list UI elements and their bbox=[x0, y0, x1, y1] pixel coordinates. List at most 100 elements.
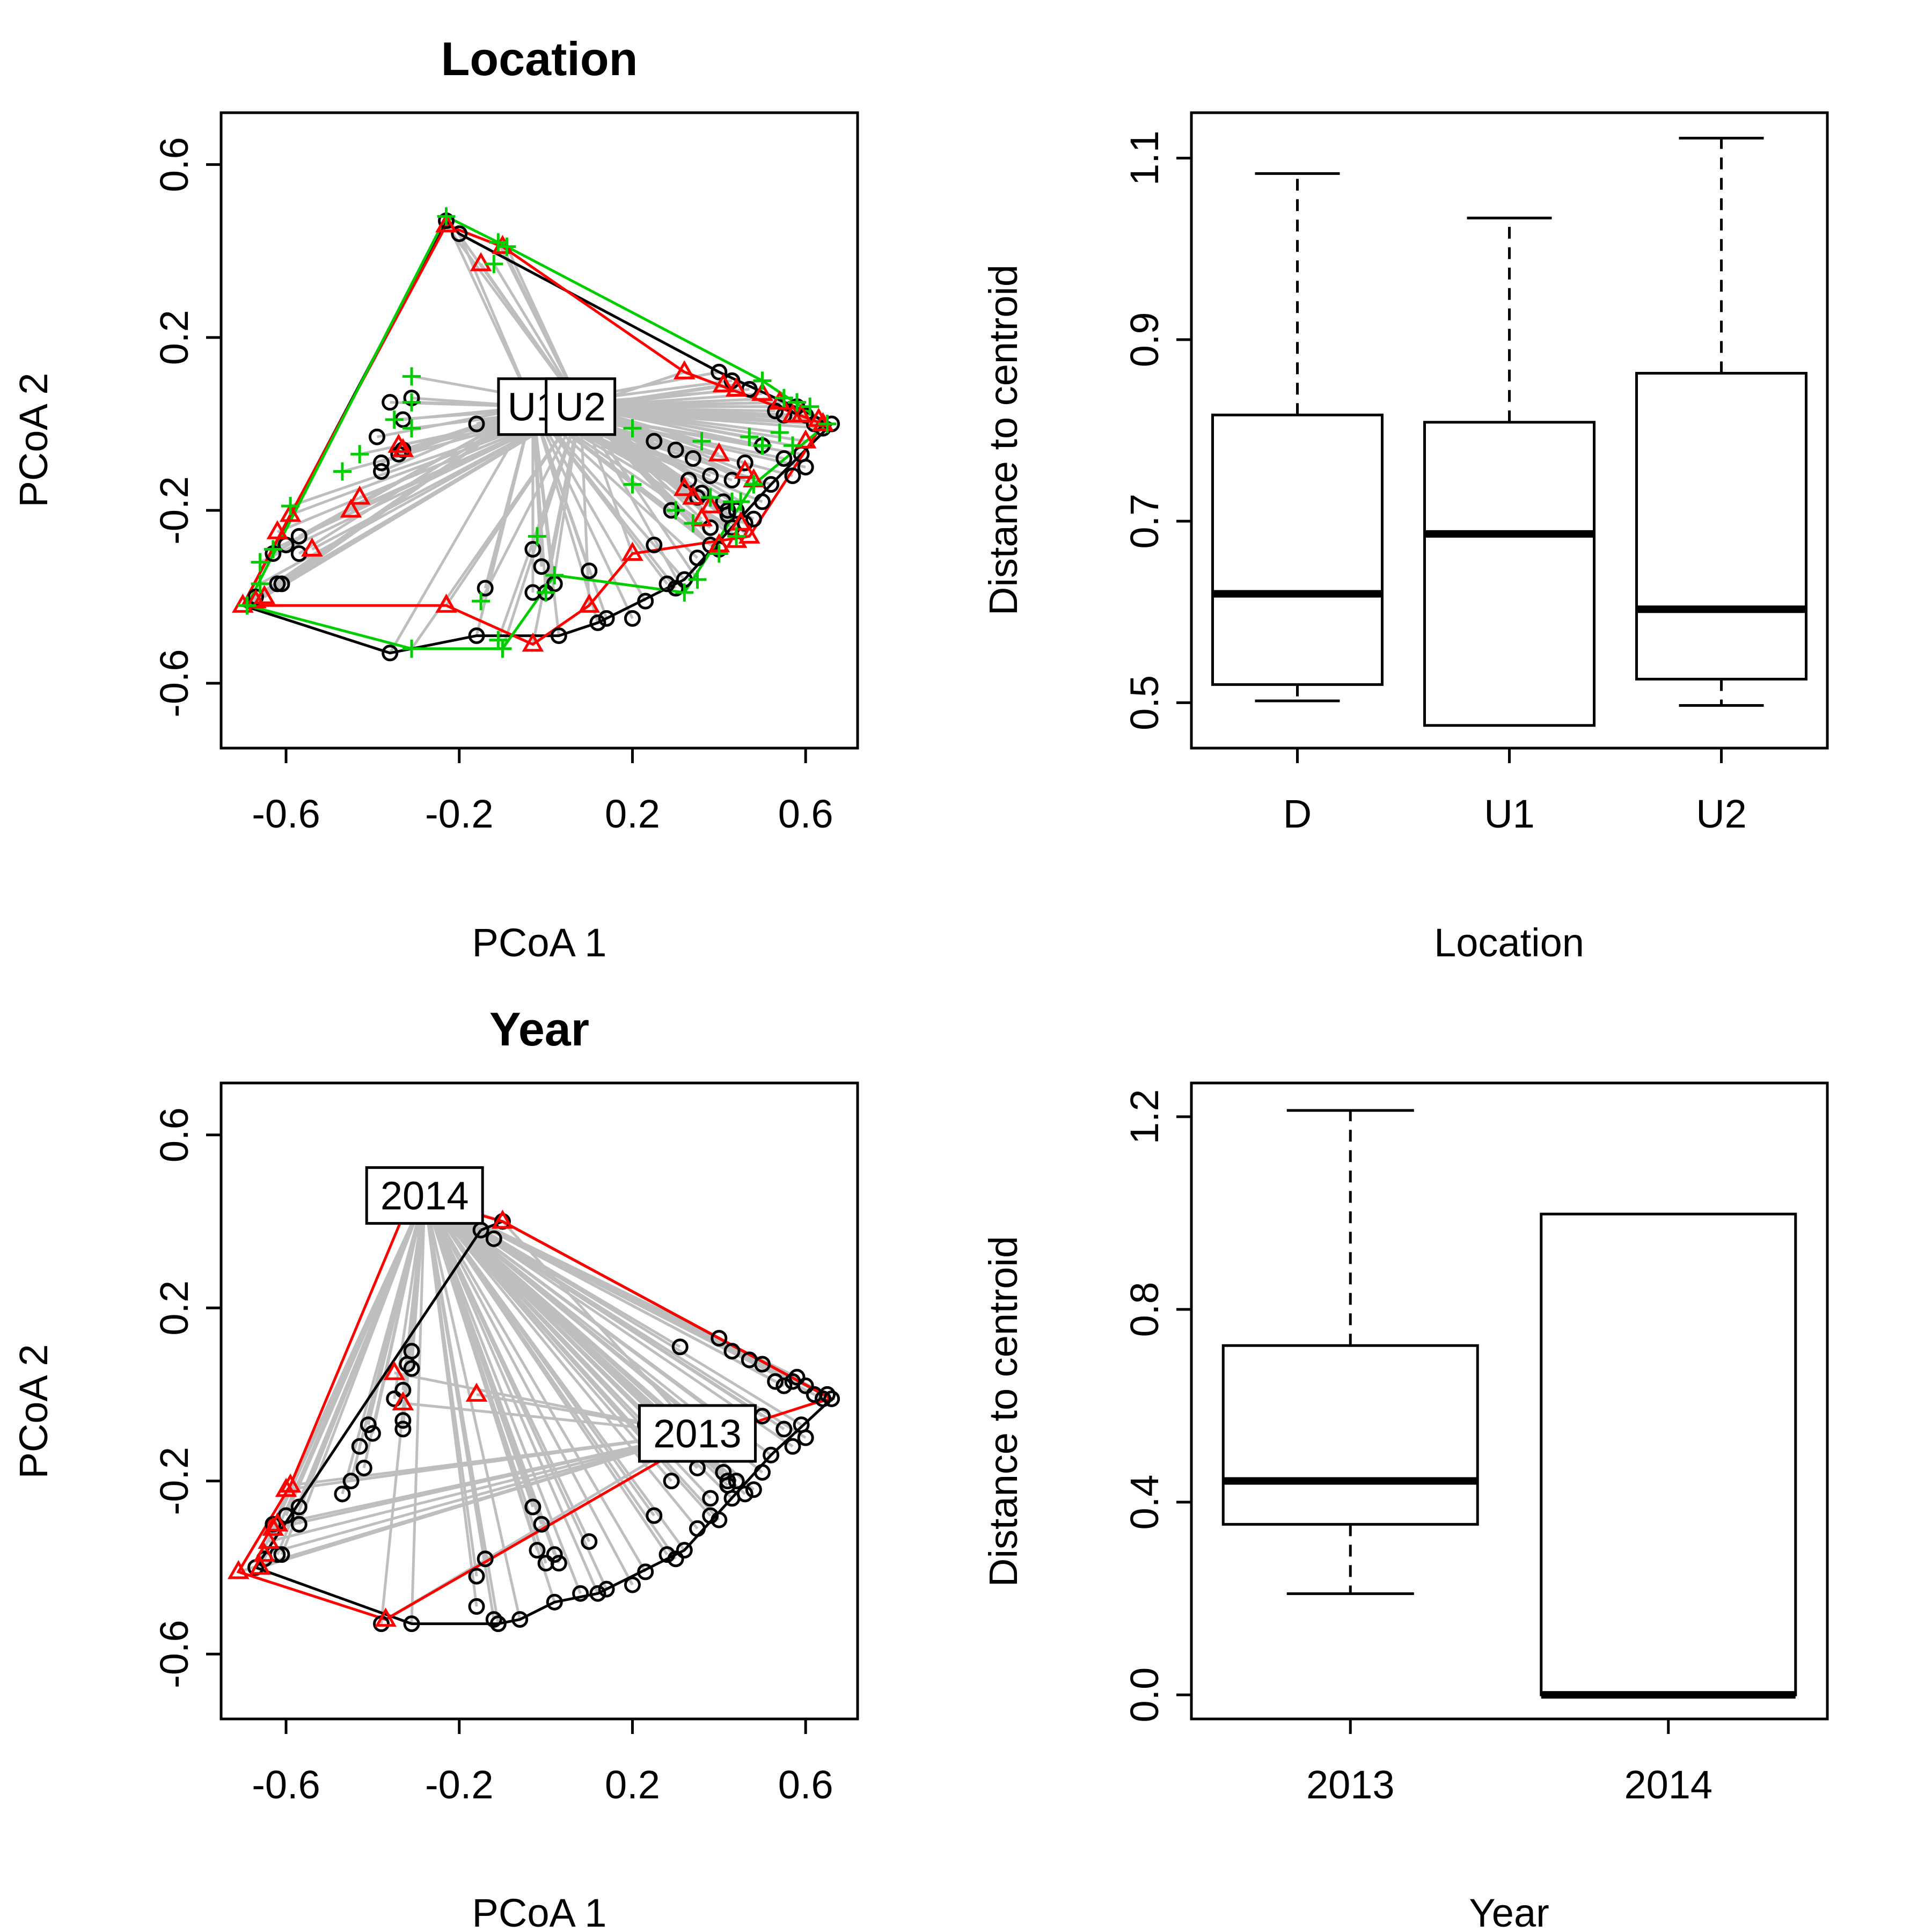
point-plus bbox=[489, 631, 508, 649]
plot-frame bbox=[1190, 1081, 1829, 1721]
point-circle bbox=[702, 519, 719, 536]
point-circle bbox=[637, 1563, 654, 1580]
y-tick-label: 0.7 bbox=[1122, 494, 1167, 549]
point-circle bbox=[667, 580, 684, 597]
point-circle bbox=[745, 1481, 762, 1498]
point-circle bbox=[754, 493, 771, 510]
point-circle bbox=[382, 394, 399, 411]
point-plus bbox=[264, 540, 282, 559]
y-tick-label: 0.5 bbox=[1122, 675, 1167, 730]
point-plus bbox=[385, 410, 404, 429]
point-circle bbox=[754, 1356, 771, 1373]
point-triangle bbox=[253, 1542, 275, 1562]
spoke-line bbox=[579, 406, 591, 606]
point-plus bbox=[753, 436, 772, 455]
point-triangle bbox=[383, 1361, 406, 1380]
point-triangle bbox=[522, 632, 544, 652]
point-circle bbox=[658, 1546, 676, 1563]
point-plus bbox=[770, 423, 789, 442]
spoke-line bbox=[341, 1195, 426, 1495]
point-plus bbox=[692, 432, 711, 451]
point-triangle bbox=[279, 1473, 302, 1493]
point-triangle bbox=[621, 541, 643, 561]
spoke-line bbox=[264, 1432, 698, 1556]
x-tick-label: 0.6 bbox=[778, 1762, 833, 1807]
spoke-line bbox=[531, 406, 647, 602]
point-plus bbox=[437, 207, 456, 226]
y-tick-label: 0.2 bbox=[152, 1280, 196, 1336]
spoke-line bbox=[424, 1194, 832, 1400]
box-iqr bbox=[1635, 371, 1807, 680]
location-boxplot-panel: Location Distance to centroid D U1 U2 0.5 0.… bbox=[981, 111, 1829, 965]
point-plus bbox=[281, 496, 300, 515]
point-plus bbox=[528, 527, 546, 546]
point-circle bbox=[364, 1425, 381, 1442]
point-circle bbox=[546, 1593, 563, 1611]
point-triangle bbox=[465, 1382, 488, 1402]
box-iqr bbox=[1211, 413, 1384, 686]
plot-frame bbox=[219, 1081, 859, 1721]
centroid-box bbox=[545, 377, 617, 436]
point-circle bbox=[728, 502, 745, 519]
point-plus bbox=[667, 501, 685, 520]
point-circle bbox=[290, 1498, 308, 1516]
series bbox=[227, 1209, 514, 1627]
box-iqr bbox=[1540, 1212, 1797, 1696]
spoke-line bbox=[273, 1432, 698, 1530]
point-circle bbox=[646, 536, 663, 553]
point-circle bbox=[663, 1473, 680, 1490]
x-tick-label: 0.2 bbox=[605, 1762, 660, 1807]
point-triangle bbox=[673, 360, 696, 379]
year-boxplot-panel: Year Distance to centroid 2013 2014 0.0 0.4… bbox=[981, 1081, 1829, 1932]
point-triangle bbox=[578, 594, 601, 613]
point-circle bbox=[477, 580, 494, 597]
point-circle bbox=[775, 450, 793, 467]
point-plus bbox=[402, 393, 421, 412]
spoke-line bbox=[423, 1195, 699, 1529]
point-triangle bbox=[266, 1512, 289, 1532]
point-circle bbox=[581, 562, 598, 580]
point-triangle bbox=[712, 373, 735, 392]
point-triangle bbox=[734, 459, 756, 479]
point-plus bbox=[727, 527, 746, 546]
point-circle bbox=[646, 433, 663, 450]
centroid-label: U2 bbox=[555, 385, 606, 429]
point-circle bbox=[355, 1459, 372, 1476]
point-triangle bbox=[794, 429, 817, 449]
spoke-line bbox=[246, 405, 581, 607]
category-label: U2 bbox=[1696, 792, 1747, 836]
point-circle bbox=[767, 1373, 784, 1390]
point-circle bbox=[290, 528, 308, 545]
panel-title: Year bbox=[489, 1002, 589, 1056]
point-circle bbox=[719, 1473, 736, 1490]
point-circle bbox=[351, 1438, 368, 1455]
point-circle bbox=[784, 467, 801, 485]
point-triangle bbox=[699, 494, 721, 514]
point-plus bbox=[238, 596, 257, 615]
y-tick-label: -0.2 bbox=[152, 476, 196, 545]
x-axis-title: PCoA 1 bbox=[472, 920, 607, 965]
point-circle bbox=[468, 415, 485, 433]
point-circle bbox=[775, 1421, 793, 1438]
point-triangle bbox=[790, 403, 813, 423]
point-plus bbox=[788, 393, 807, 412]
point-triangle bbox=[253, 585, 275, 604]
point-triangle bbox=[673, 477, 696, 496]
centroid-box bbox=[365, 1166, 484, 1225]
point-triangle bbox=[348, 485, 371, 505]
point-triangle bbox=[375, 1607, 397, 1627]
y-tick-label: 0.2 bbox=[152, 310, 196, 365]
point-circle bbox=[546, 1546, 563, 1563]
point-circle bbox=[382, 645, 399, 662]
centroid-box bbox=[638, 1404, 757, 1463]
point-circle bbox=[399, 1356, 416, 1373]
y-tick-label: 0.4 bbox=[1122, 1475, 1167, 1530]
point-triangle bbox=[262, 1517, 284, 1536]
point-circle bbox=[468, 1598, 485, 1615]
x-axis-title: PCoA 1 bbox=[472, 1891, 607, 1932]
y-axis-title: Distance to centroid bbox=[981, 265, 1026, 616]
box-group bbox=[1211, 172, 1384, 702]
point-circle bbox=[485, 1230, 502, 1247]
point-triangle bbox=[725, 529, 748, 548]
